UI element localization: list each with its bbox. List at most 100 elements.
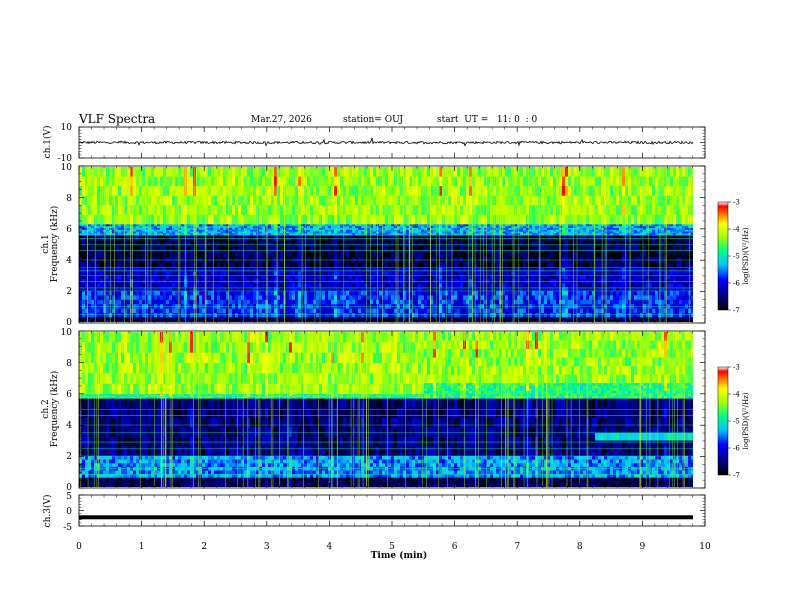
spectrogram-cell [310,267,314,273]
spectrogram-cell [151,308,155,314]
spectrogram-cell [217,240,221,247]
spectrogram-cell [373,224,377,227]
spectrogram-cell [430,229,434,233]
spectrogram-cell [364,321,368,322]
spectrogram-cell [295,275,299,280]
spectrogram-cell [289,319,293,321]
spectrogram-cell [340,224,344,227]
spectrogram-cell [277,246,281,252]
spectrogram-cell [319,291,323,296]
spectrogram-cell [373,228,377,231]
spectrogram-cell [97,317,101,319]
spectrogram-cell [262,308,266,314]
spectrogram-cell [325,262,329,269]
spectrogram-cell [106,176,110,187]
spectrogram-cell [112,271,116,276]
spectrogram-cell [223,176,227,187]
spectrogram-cell [481,226,485,229]
spectrogram-cell [361,287,365,292]
spectrogram-cell [388,317,392,319]
spectrogram-cell [265,233,269,236]
spectrogram-cell [256,176,260,187]
spectrogram-cell [292,224,296,227]
spectrogram-cell [202,321,206,322]
spectrogram-cell [481,240,485,247]
spectrogram-cell [460,262,464,269]
spectrogram-cell [388,295,392,301]
spectrogram-cell [82,233,86,236]
spectrogram-cell [466,262,470,269]
spectrogram-cell [166,229,170,233]
spectrogram-cell [331,176,335,187]
spectrogram-cell [145,167,149,178]
spectrogram-cell [181,240,185,247]
spectrogram-cell [121,167,125,178]
spectrogram-cell [430,246,434,252]
spectrogram-cell [223,271,227,276]
spectrogram-cell [385,214,389,225]
spectrogram-cell [145,214,149,225]
spectrogram-cell [151,299,155,305]
spectrogram-cell [160,228,164,231]
spectrogram-cell [118,318,122,320]
spectrogram-cell [139,318,143,321]
spectrogram-cell [274,195,278,206]
spectrogram-cell [391,186,395,197]
spectrogram-cell [316,319,320,321]
spectrogram-cell [457,224,461,227]
spectrogram-cell [319,287,323,292]
spectrogram-cell [295,214,299,225]
spectrogram-cell [169,271,173,276]
spectrogram-cell [475,319,479,321]
spectrogram-cell [358,231,362,234]
spectrogram-cell [415,319,419,321]
spectrogram-cell [319,233,323,236]
spectrogram-cell [478,271,482,276]
spectrogram-cell [382,229,386,233]
spectrogram-cell [373,320,377,322]
spectrogram-cell [127,176,131,187]
spectrogram-cell [79,229,83,233]
spectrogram-cell [469,214,473,225]
spectrogram-cell [220,231,224,234]
spectrogram-cell [244,240,248,247]
spectrogram-cell [166,262,170,269]
spectrogram-cell [139,224,143,227]
spectrogram-cell [427,224,431,227]
spectrogram-cell [94,226,98,229]
spectrogram-cell [427,240,431,247]
spectrogram-cell [424,287,428,292]
spectrogram-cell [442,283,446,288]
spectrogram-cell [196,283,200,288]
spectrogram-cell [112,313,116,318]
spectrogram-cell [289,318,293,320]
spectrogram-cell [430,318,434,321]
spectrogram-cell [142,313,146,318]
spectrogram-cell [133,229,137,233]
spectrogram-cell [457,313,461,318]
spectrogram-cell [337,283,341,288]
spectrogram-cell [175,291,179,296]
spectrogram-cell [121,317,125,319]
spectrogram-cell [244,318,248,320]
spectrogram-cell [196,321,200,322]
spectrogram-cell [352,267,356,273]
spectrogram-cell [373,176,377,187]
spectrogram-cell [202,240,206,247]
spectrogram-cell [127,318,131,321]
spectrogram-cell [478,176,482,187]
spectrogram-cell [280,224,284,227]
spectrogram-cell [418,186,422,197]
spectrogram-cell [88,226,92,229]
spectrogram-cell [226,229,230,233]
spectrogram-cell [223,267,227,273]
spectrogram-cell [160,318,164,321]
spectrogram-cell [175,321,179,322]
spectrogram-cell [418,318,422,321]
spectrogram-cell [460,319,464,321]
spectrogram-cell [337,317,341,319]
spectrogram-cell [385,308,389,314]
spectrogram-cell [118,251,122,258]
spectrogram-cell [199,267,203,273]
spectrogram-cell [343,313,347,318]
